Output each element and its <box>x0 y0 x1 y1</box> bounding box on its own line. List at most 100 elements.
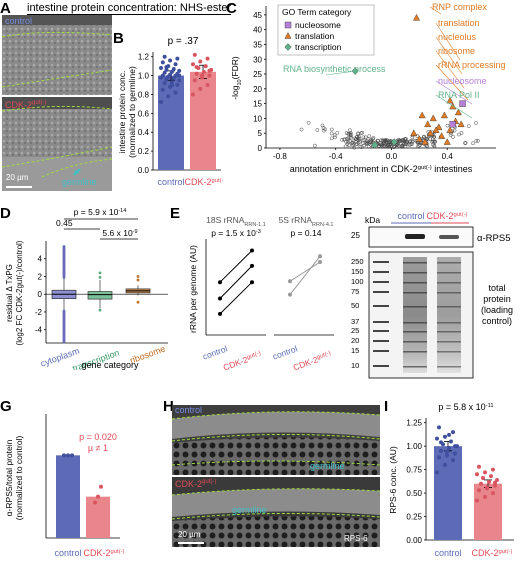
chart-b-point <box>160 87 165 92</box>
chart-c-legend-item: transcription <box>295 42 342 52</box>
chart-c-annotation: RNA Pol II <box>438 90 480 100</box>
chart-c-annotation-leader <box>435 80 473 105</box>
chart-i-point <box>439 448 443 453</box>
chart-d-ytick-label: 0 <box>38 290 43 299</box>
chart-b-point <box>159 100 163 105</box>
chart-b-ytick-label: 0.2 <box>138 147 150 156</box>
micrograph-h-cdk-label: CDK-2gut(-) <box>175 479 217 489</box>
chart-c-legend-item: nucleosome <box>295 20 341 30</box>
chart-c-point <box>471 141 475 146</box>
blot-ladder-label: 25 <box>351 326 359 335</box>
panel-letter-b: B <box>113 30 124 47</box>
blot-ladder-band <box>373 291 389 293</box>
chart-b-point <box>177 73 182 78</box>
chart-e-line-18s <box>219 265 253 299</box>
chart-g-xlabel-control: control <box>54 548 81 558</box>
stain-label-h: RPS-6 <box>344 534 368 543</box>
chart-b-point <box>194 71 199 76</box>
panel-letter-i: I <box>384 398 389 415</box>
chart-c-point <box>348 131 353 135</box>
chart-i-point <box>451 458 455 463</box>
chart-b-point <box>177 78 182 83</box>
blot-ladder-band <box>373 330 389 332</box>
chart-c-ytick-label: 20 <box>253 85 262 94</box>
chart-c-point <box>306 120 311 125</box>
chart-c-point <box>346 132 351 136</box>
chart-c-point-translation <box>443 138 451 145</box>
micrograph-a-control-label: control <box>5 16 33 26</box>
blot-rps5-band-cdk <box>439 235 459 239</box>
chart-i-point <box>495 477 499 482</box>
chart-i-point <box>475 472 479 477</box>
chart-i-point <box>435 470 439 475</box>
chart-b-point <box>205 56 210 61</box>
blot-band-cdk <box>437 366 461 368</box>
chart-i-point <box>437 425 441 430</box>
chart-c-point <box>329 136 334 141</box>
blot-total-protein-label: total protein (loading control) <box>481 283 513 326</box>
chart-c-point <box>355 142 359 147</box>
micrograph-h-cdk: CDK-2gut(-) germline 20 µm RPS-6 <box>172 477 380 547</box>
chart-b-ytick-label: 0.0 <box>138 166 150 175</box>
blot-ladder-band <box>373 305 389 307</box>
chart-c-point-translation <box>454 108 462 116</box>
chart-i-ytick-label: 1.25 <box>406 419 422 428</box>
chart-c-point <box>457 132 461 137</box>
chart-d-outlier <box>98 271 102 275</box>
chart-c-point <box>445 123 450 128</box>
chart-g-point <box>93 500 97 505</box>
chart-i-ytick-label: 0.50 <box>406 489 422 498</box>
chart-c-point <box>396 137 401 142</box>
chart-c-annotation-leader <box>325 70 356 76</box>
chart-b-point <box>162 70 167 75</box>
blot-band-control <box>403 306 427 308</box>
chart-b-point <box>160 73 165 78</box>
chart-i-point <box>487 479 491 484</box>
chart-b-point <box>203 64 208 69</box>
chart-c-point-transcription <box>390 138 398 146</box>
chart-b-xlabel-control: control <box>157 177 184 187</box>
chart-c-xtick-label: 0.4 <box>442 152 454 161</box>
chart-d-ylabel: residual Δ TxPG(log2 FC CDK-2gut(-)/cont… <box>5 240 24 345</box>
blot-total-lane-control <box>403 257 427 373</box>
chart-c-point-translation <box>457 120 465 128</box>
chart-c-annotation-leader <box>435 64 469 101</box>
blot-ladder-label: 37 <box>351 317 359 326</box>
blot-kda-label: kDa <box>365 215 380 225</box>
chart-b-ytick-label: 1.0 <box>138 72 150 81</box>
germline-label-h2: germline <box>232 505 267 515</box>
chart-i-point <box>493 480 497 485</box>
chart-c-point <box>370 136 375 141</box>
chart-c-point <box>396 143 401 148</box>
chart-b-point <box>164 77 169 82</box>
chart-e-line-5s <box>289 261 321 282</box>
chart-i-point <box>485 486 489 491</box>
micrograph-h-control-label: control <box>175 405 203 415</box>
blot-band-cdk <box>437 292 461 294</box>
chart-b-point <box>198 59 203 64</box>
chart-c-point <box>368 138 373 143</box>
chart-c-point-translation <box>424 120 432 128</box>
chart-e-point-5s <box>288 279 292 284</box>
chart-c-point <box>410 135 415 140</box>
blot-band-cdk <box>437 262 461 264</box>
chart-i-point <box>443 462 447 467</box>
blot-ladder-label: 250 <box>351 257 364 266</box>
chart-i-pvalue: p = 5.8 x 10-11 <box>438 402 493 412</box>
chart-b-ytick-label: 0.4 <box>138 128 150 137</box>
chart-i-xlabel-cdk: CDK-2gut(-) <box>472 548 513 558</box>
chart-c-annotation-leader <box>429 6 442 15</box>
chart-c-point-translation <box>426 129 435 136</box>
chart-c-point <box>362 138 367 142</box>
panel-letter-c: C <box>226 0 237 17</box>
chart-b-point <box>175 56 180 61</box>
blot-ladder-band <box>373 340 389 342</box>
panel-letter-d: D <box>0 205 11 222</box>
chart-c-ytick-label: 5 <box>258 129 263 138</box>
western-blot-f: kDa control CDK-2gut(-) 25 α-RPS5 25015010075… <box>351 211 513 379</box>
chart-c-point <box>335 130 340 135</box>
blot-band-cdk <box>437 351 461 353</box>
chart-d-ytick-label: -2 <box>35 308 43 317</box>
chart-c-point <box>432 143 437 148</box>
